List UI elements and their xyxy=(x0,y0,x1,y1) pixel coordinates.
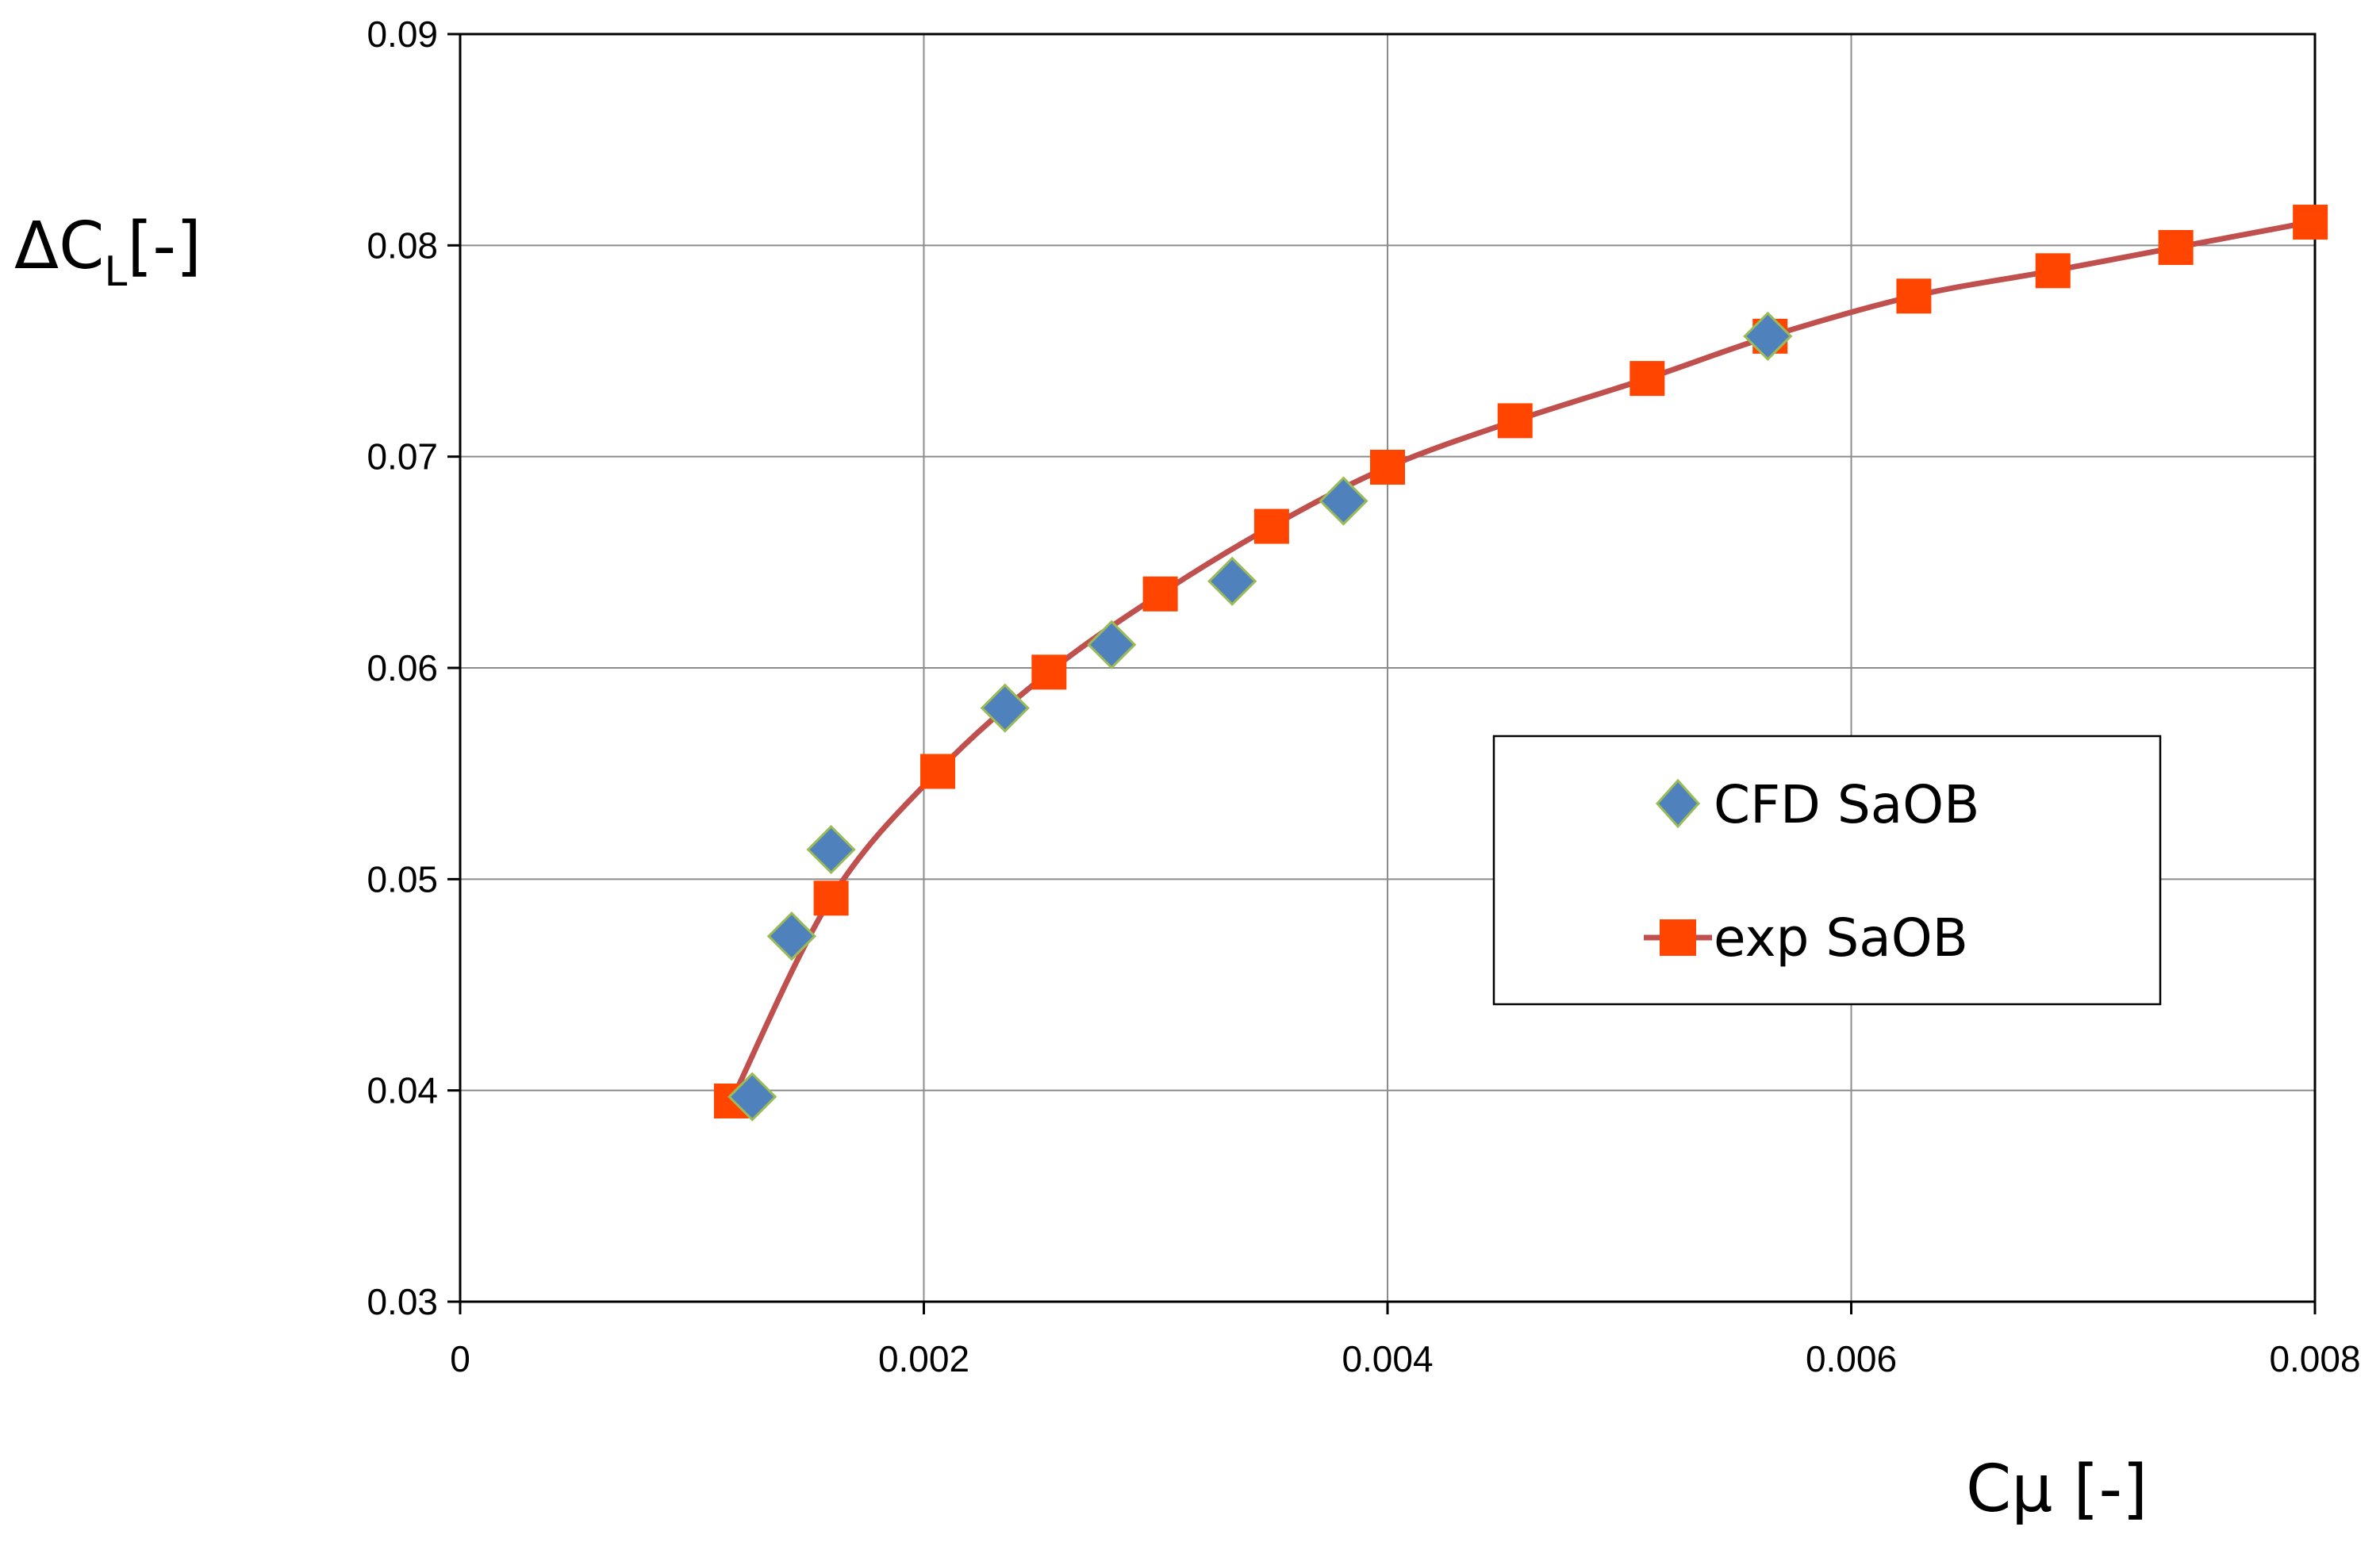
x-tick-label: 0.004 xyxy=(1342,1338,1433,1379)
y-tick-label: 0.03 xyxy=(367,1281,438,1322)
y-tick-label: 0.07 xyxy=(367,436,438,478)
y-tick-label: 0.04 xyxy=(367,1070,438,1111)
y-tick-label: 0.06 xyxy=(367,647,438,689)
exp-saob-point xyxy=(813,880,849,916)
x-tick-label: 0.006 xyxy=(1806,1338,1897,1379)
legend-label-cfd: CFD SaOB xyxy=(1714,774,1979,835)
y-tick-label: 0.09 xyxy=(367,13,438,55)
legend-box xyxy=(1492,735,2162,1006)
cfd-saob-point xyxy=(1087,620,1137,669)
x-tick-label: 0.008 xyxy=(2269,1338,2360,1379)
exp-saob-point xyxy=(1031,654,1067,690)
cfd-saob-point xyxy=(766,911,817,961)
legend-entry-exp: exp SaOB xyxy=(1644,907,1968,969)
x-tick-label: 0 xyxy=(450,1338,470,1379)
legend-marker-cfd xyxy=(1655,778,1701,829)
series-layer xyxy=(713,205,2328,1122)
exp-saob-point xyxy=(2158,229,2194,265)
cfd-saob-point xyxy=(806,824,856,875)
cfd-saob-point xyxy=(1207,556,1257,606)
exp-saob-point xyxy=(1253,508,1289,544)
x-axis: 0 0.002 0.004 0.006 0.008 xyxy=(450,1302,2361,1379)
cfd-saob-point xyxy=(1743,311,1793,361)
cfd-saob-point xyxy=(980,683,1030,733)
exp-saob-point xyxy=(2293,205,2328,240)
legend-entry-cfd: CFD SaOB xyxy=(1655,774,1979,835)
exp-saob-point xyxy=(2035,253,2071,289)
exp-saob-point xyxy=(1896,278,1932,314)
x-tick-label: 0.002 xyxy=(878,1338,969,1379)
y-tick-label: 0.08 xyxy=(367,224,438,266)
legend-label-exp: exp SaOB xyxy=(1714,907,1968,969)
legend-marker-exp xyxy=(1660,919,1696,956)
y-axis-title: ΔCL[-] xyxy=(14,209,202,296)
cfd-saob-point xyxy=(727,1072,777,1122)
exp-saob-point xyxy=(920,754,956,789)
exp-saob-point xyxy=(1142,576,1178,612)
y-axis: 0.03 0.04 0.05 0.06 0.07 0.08 0.09 xyxy=(367,13,460,1322)
x-axis-title: Cμ [-] xyxy=(1966,1452,2148,1527)
exp-saob-point xyxy=(1370,449,1405,485)
exp-saob-point xyxy=(1497,403,1533,439)
legend: CFD SaOB exp SaOB xyxy=(1492,735,2162,1006)
cfd-saob-point xyxy=(1319,476,1368,526)
y-tick-label: 0.05 xyxy=(367,858,438,900)
exp-saob-point xyxy=(1630,361,1665,397)
